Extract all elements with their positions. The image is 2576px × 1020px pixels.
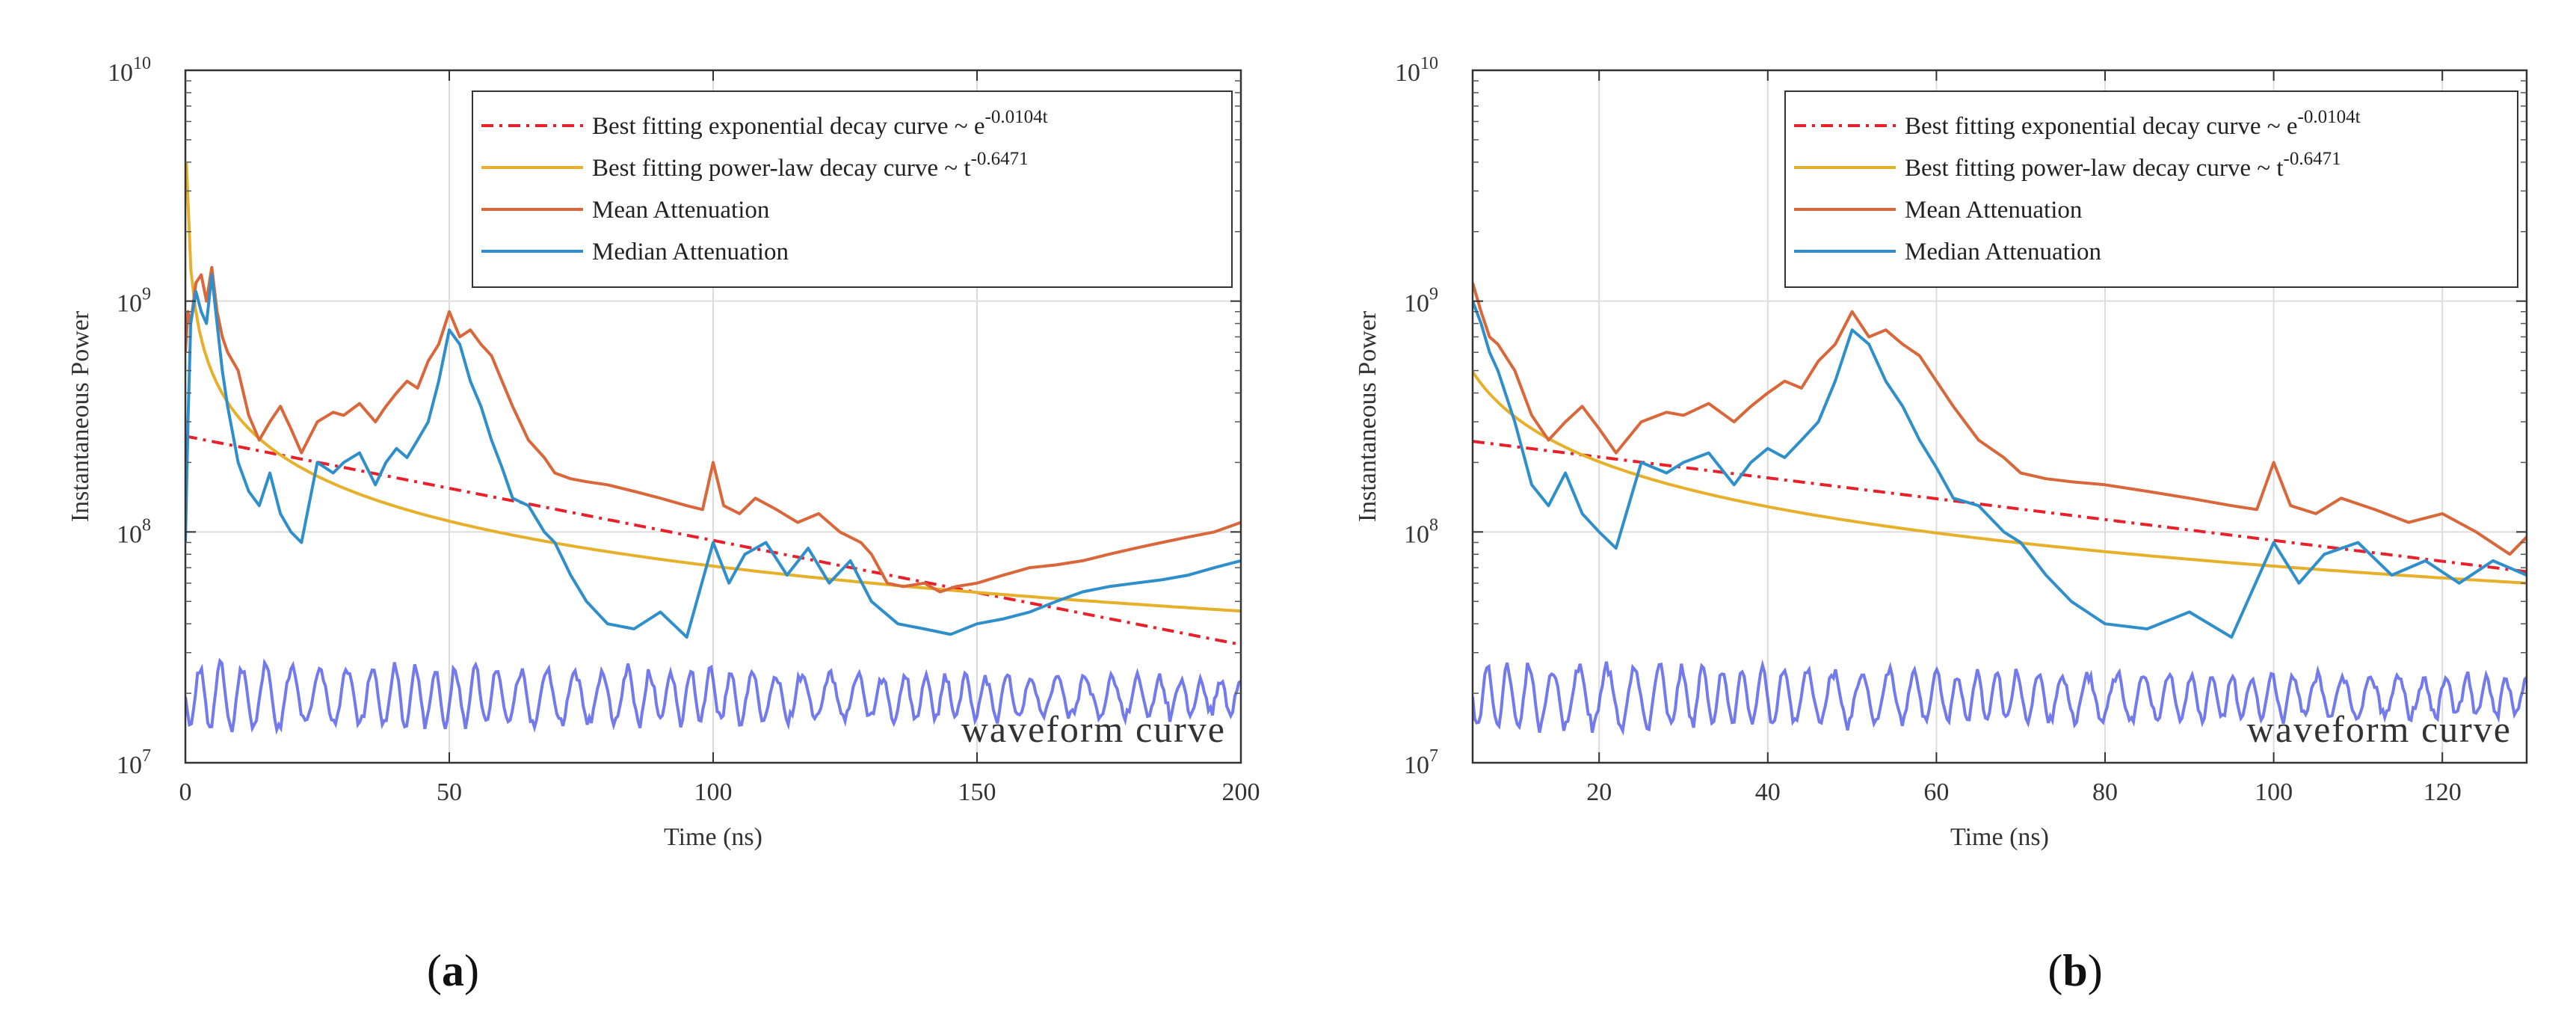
series-line-2 — [185, 265, 1241, 594]
legend-entry-3: Median Attenuation — [1905, 239, 2101, 265]
y-tick-label: 107 — [117, 746, 151, 779]
y-tick-label: 1010 — [108, 54, 151, 87]
panel-label: (a) — [427, 946, 479, 995]
y-axis-label: Instantaneous Power — [1354, 310, 1381, 522]
x-tick-label: 100 — [2255, 778, 2293, 806]
y-tick-label: 109 — [1404, 285, 1438, 318]
panel-label: (b) — [2047, 946, 2102, 995]
legend-box — [1784, 90, 2518, 288]
legend: Best fitting exponential decay curve ~ e… — [1784, 90, 2518, 288]
legend-entry-2: Mean Attenuation — [592, 197, 769, 224]
x-tick-label: 150 — [958, 778, 996, 806]
series-line-2 — [1473, 282, 2527, 556]
x-axis-label: Time (ns) — [664, 823, 762, 851]
y-axis-label: Instantaneous Power — [67, 310, 94, 522]
x-axis-label: Time (ns) — [1950, 823, 2049, 851]
y-tick-label: 109 — [117, 285, 151, 318]
waveform-annotation: waveform curve — [961, 708, 1226, 750]
chart-panel-a: 0 50 100 150 200 107 108 109 1010 Time (ns) Instan… — [67, 54, 1260, 995]
waveform-curve — [185, 657, 1241, 735]
x-tick-label: 100 — [694, 778, 733, 806]
legend: Best fitting exponential decay curve ~ e… — [472, 90, 1233, 288]
legend-entry-0: Best fitting exponential decay curve ~ e… — [1905, 107, 2361, 140]
series-line-0 — [185, 434, 1241, 647]
x-tick-label: 120 — [2424, 778, 2462, 806]
chart-panel-b: 20 40 60 80 100 120 107 108 109 1010 Time (ns) Inst… — [1354, 54, 2528, 995]
waveform-curve — [1473, 659, 2527, 736]
x-tick-label: 20 — [1586, 778, 1612, 806]
legend-entry-0: Best fitting exponential decay curve ~ e… — [592, 107, 1048, 140]
series-line-3 — [185, 273, 1241, 639]
y-tick-label: 107 — [1404, 746, 1438, 779]
x-tick-label: 40 — [1755, 778, 1781, 806]
y-tick-label: 1010 — [1395, 54, 1438, 87]
legend-box — [472, 90, 1233, 288]
x-tick-label: 80 — [2092, 778, 2118, 806]
axes-box — [1471, 69, 2528, 764]
legend-entry-1: Best fitting power-law decay curve ~ t-0… — [1905, 149, 2341, 182]
plot-series — [185, 162, 1241, 735]
waveform-annotation: waveform curve — [2247, 708, 2512, 750]
y-tick-label: 108 — [117, 515, 151, 548]
x-tick-label: 0 — [179, 778, 192, 806]
legend-entry-2: Mean Attenuation — [1905, 197, 2082, 224]
x-tick-label: 60 — [1923, 778, 1949, 806]
plot-series — [1473, 282, 2527, 736]
y-tick-label: 108 — [1404, 515, 1438, 548]
series-line-0 — [1473, 440, 2527, 574]
legend-entry-3: Median Attenuation — [592, 239, 789, 265]
series-line-3 — [1473, 300, 2527, 639]
series-line-1 — [1473, 371, 2527, 585]
x-tick-label: 200 — [1222, 778, 1260, 806]
x-tick-label: 50 — [437, 778, 462, 806]
legend-entry-1: Best fitting power-law decay curve ~ t-0… — [592, 149, 1029, 182]
